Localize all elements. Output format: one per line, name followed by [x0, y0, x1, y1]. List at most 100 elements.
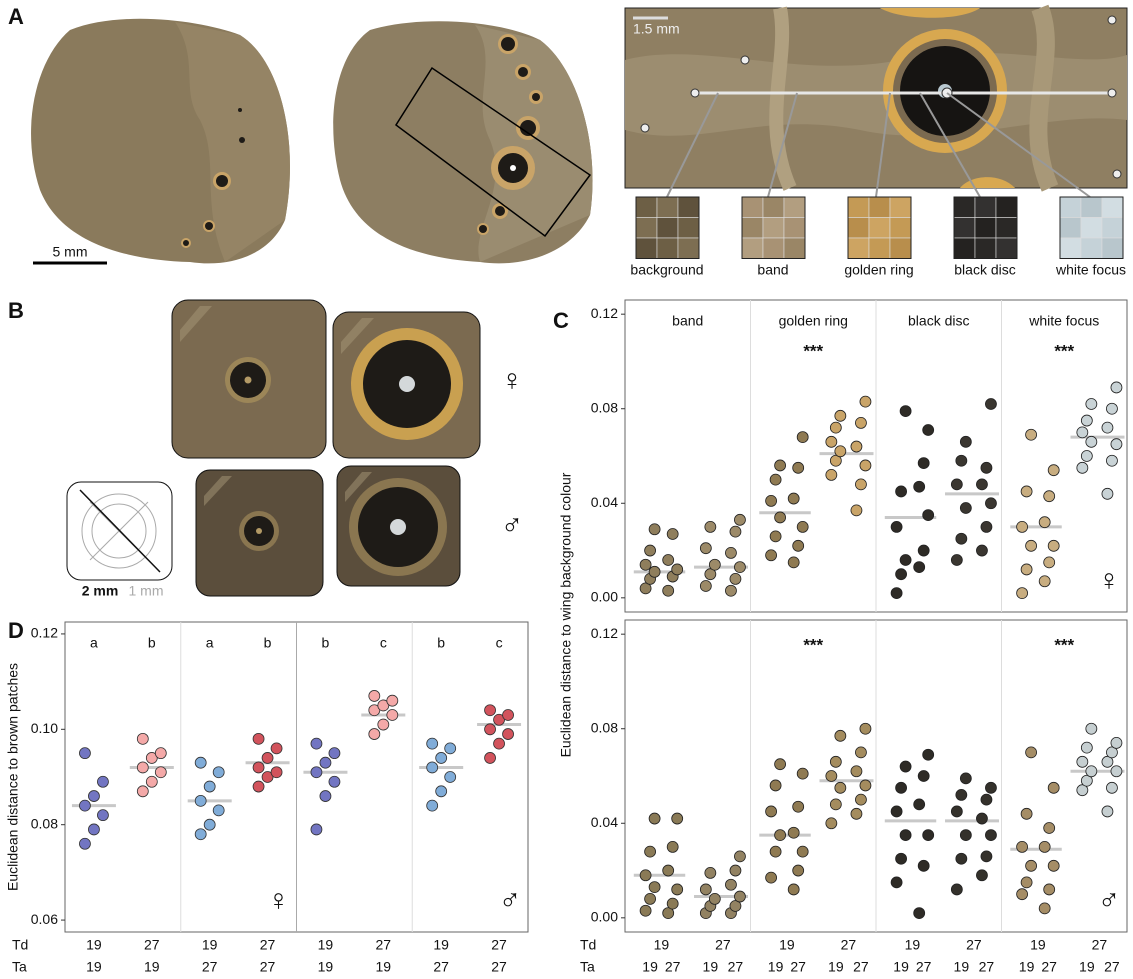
data-point	[154, 747, 167, 760]
patch-cell	[868, 237, 891, 259]
data-point	[890, 805, 903, 818]
data-point	[194, 828, 207, 841]
x-axis-title: Td	[12, 937, 28, 953]
patch-border	[635, 196, 700, 259]
patch-label: band	[757, 262, 788, 278]
patch-cell	[656, 196, 679, 218]
data-point	[1110, 381, 1123, 394]
data-point	[725, 584, 737, 597]
colour-patches: background band golden ring black disc white…	[630, 196, 1126, 278]
data-point	[328, 747, 341, 760]
data-point	[734, 890, 746, 903]
x-tick-label: 19	[202, 937, 218, 953]
data-point	[79, 837, 91, 850]
data-point	[955, 532, 968, 545]
patch-cell	[677, 196, 700, 218]
x-axis-title: Ta	[12, 959, 27, 975]
data-point	[895, 485, 907, 498]
data-point	[913, 907, 926, 919]
data-point	[79, 747, 91, 760]
data-point	[922, 424, 935, 436]
group-letter: b	[264, 635, 272, 651]
patch-cell	[656, 237, 679, 259]
data-point	[769, 845, 782, 858]
wing-photo-right	[333, 21, 593, 264]
patch-cell	[889, 237, 912, 259]
x-tick-label: 27	[715, 937, 731, 953]
data-point	[1038, 575, 1051, 588]
x-tick-label: 19	[318, 937, 334, 953]
data-point	[980, 521, 993, 533]
data-point	[792, 864, 805, 877]
data-point	[796, 431, 809, 443]
patch-cell	[889, 217, 912, 239]
x-tick-label: 19	[779, 937, 795, 953]
y-tick-label: 0.00	[591, 909, 618, 925]
data-point	[950, 478, 963, 491]
x-tick-label: 27	[790, 959, 806, 975]
data-point	[787, 883, 800, 896]
data-point	[1085, 722, 1098, 735]
patch-label: background	[630, 262, 703, 278]
data-point	[708, 558, 721, 571]
data-point	[97, 775, 109, 788]
data-point	[1047, 464, 1060, 477]
data-point	[959, 435, 972, 448]
x-tick-label: 19	[654, 937, 670, 953]
data-point	[1016, 587, 1028, 599]
data-point	[426, 761, 439, 774]
data-point	[917, 457, 930, 469]
patch-cell	[995, 217, 1018, 239]
facet-title: band	[672, 313, 703, 329]
data-point	[377, 718, 390, 731]
data-point	[959, 502, 972, 514]
data-point	[765, 495, 777, 507]
data-point	[704, 568, 717, 581]
patch-cell	[974, 237, 997, 259]
data-point	[484, 752, 496, 764]
data-point	[787, 556, 800, 569]
data-point	[368, 690, 381, 702]
patch-cell	[847, 196, 870, 218]
data-point	[319, 790, 332, 802]
patch-cell	[783, 196, 806, 218]
group-letter: b	[437, 635, 445, 651]
data-point	[855, 746, 867, 759]
x-tick-label: 19	[1079, 959, 1095, 975]
data-point	[1025, 859, 1037, 872]
patch-cell	[889, 196, 912, 218]
sex-symbol: ♀	[501, 364, 524, 397]
data-point	[212, 804, 225, 817]
patch-cell	[868, 217, 891, 239]
data-point	[1047, 859, 1060, 872]
group-letter: a	[206, 635, 214, 651]
data-point	[252, 780, 265, 793]
data-point	[834, 729, 847, 742]
x-tick-label: 19	[1030, 937, 1046, 953]
scale-label: 1 mm	[129, 583, 164, 599]
patch-cell	[1059, 237, 1082, 259]
patch-cell	[974, 196, 997, 218]
data-point	[1025, 539, 1037, 552]
data-point	[502, 728, 514, 740]
x-tick-label: 27	[491, 959, 507, 975]
data-point	[252, 732, 265, 745]
data-point	[386, 709, 399, 721]
data-point	[648, 881, 661, 893]
patch-cell	[656, 217, 679, 239]
panel-label: B	[8, 298, 24, 323]
data-point	[435, 785, 448, 798]
y-tick-label: 0.00	[591, 589, 618, 605]
data-point	[859, 459, 872, 472]
data-point	[1043, 822, 1056, 834]
patch-cell	[1080, 196, 1103, 218]
data-point	[825, 817, 838, 830]
y-tick-label: 0.08	[31, 815, 58, 831]
data-point	[1080, 741, 1093, 754]
data-point	[955, 454, 968, 467]
data-point	[145, 775, 158, 788]
data-point	[729, 900, 742, 912]
x-tick-label: 19	[642, 959, 658, 975]
patch-border	[741, 196, 806, 259]
